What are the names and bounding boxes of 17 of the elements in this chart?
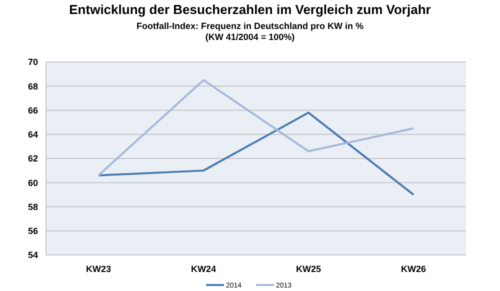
line-series xyxy=(98,112,414,196)
y-tick-label: 66 xyxy=(28,105,38,116)
y-tick-label: 54 xyxy=(28,250,38,260)
y-tick-label: 68 xyxy=(28,81,38,92)
y-tick-label: 58 xyxy=(28,202,38,212)
x-tick-label: KW26 xyxy=(400,264,426,274)
x-tick-label: KW24 xyxy=(190,264,216,274)
x-tick-label: KW25 xyxy=(296,264,322,274)
y-tick-label: 70 xyxy=(28,57,38,68)
line-series xyxy=(98,79,414,176)
y-tick-label: 64 xyxy=(28,130,38,140)
x-tick-label: KW23 xyxy=(86,264,112,274)
y-tick-label: 56 xyxy=(28,226,38,236)
chart-subtitle: Footfall-Index: Frequenz in Deutschland pro KW in % (KW 41/2004 = 100%) xyxy=(136,21,364,42)
chart-title: Entwicklung der Besucherzahlen im Vergleich zum Vorjahr xyxy=(69,2,431,17)
y-tick-label: 60 xyxy=(28,178,38,188)
y-tick-label: 62 xyxy=(28,154,38,164)
